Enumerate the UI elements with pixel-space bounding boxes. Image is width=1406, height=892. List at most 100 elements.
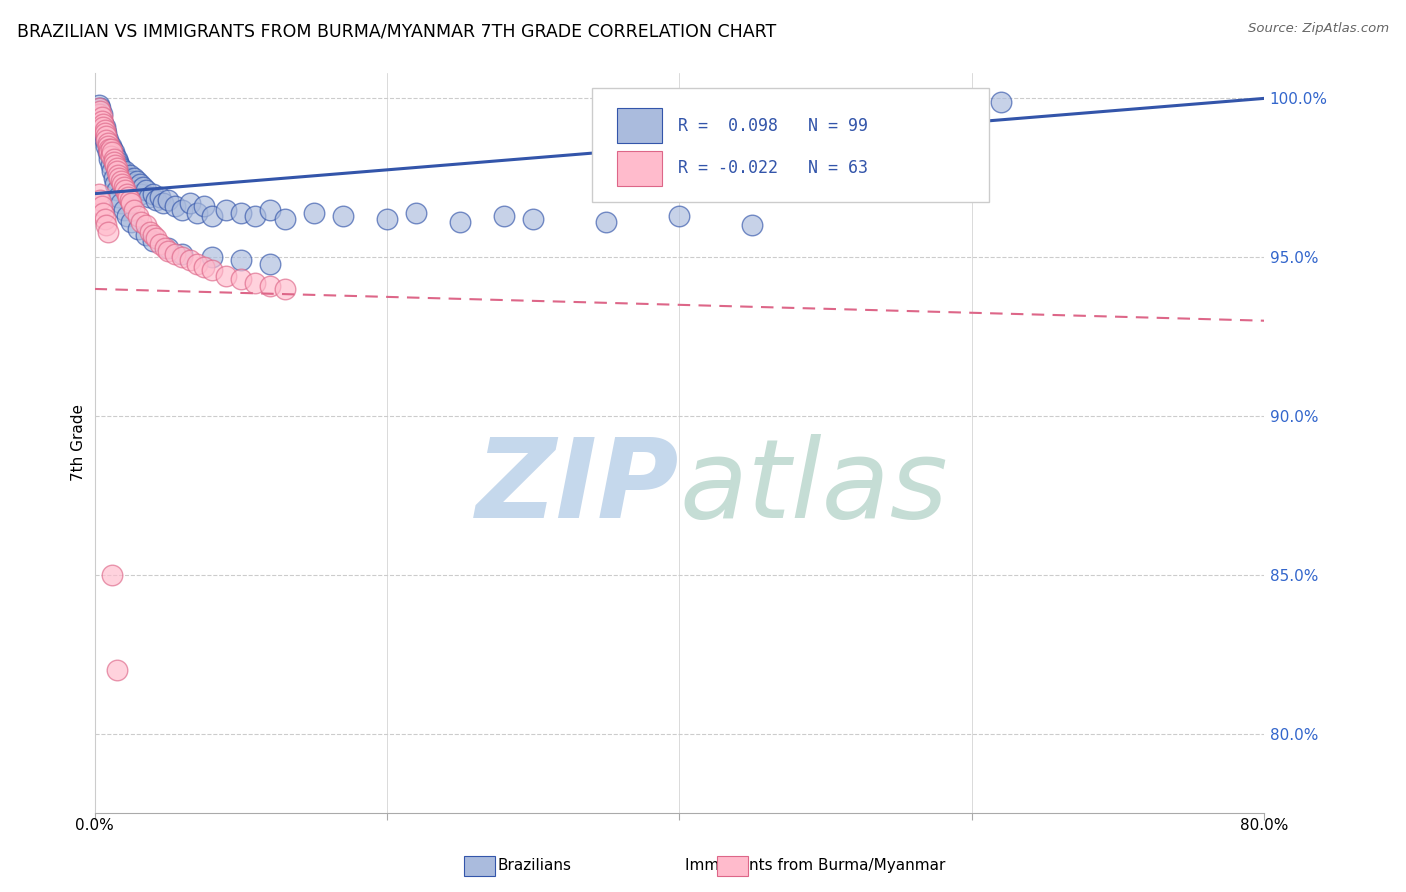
Point [107, 190, 129, 204]
Point [93, 120, 115, 134]
Point [120, 196, 142, 211]
Point [98, 142, 121, 156]
Point [163, 247, 186, 261]
Text: atlas: atlas [679, 434, 948, 541]
Point [94, 133, 117, 147]
Point [138, 190, 160, 204]
Point [87, 101, 110, 115]
Point [97, 136, 120, 150]
Point [103, 170, 125, 185]
Point [101, 142, 124, 156]
Point [111, 177, 134, 191]
Point [245, 209, 267, 223]
Point [990, 95, 1012, 109]
FancyBboxPatch shape [617, 151, 662, 186]
Point [115, 209, 138, 223]
Point [89, 101, 111, 115]
Point [112, 202, 135, 217]
FancyBboxPatch shape [592, 87, 990, 202]
Point [172, 247, 194, 261]
Point [94, 123, 117, 137]
Point [103, 145, 125, 160]
Point [104, 148, 127, 162]
Point [98, 145, 121, 160]
Point [112, 168, 135, 182]
Point [90, 113, 112, 128]
Point [105, 161, 128, 176]
Point [96, 219, 118, 233]
Point [96, 133, 118, 147]
Point [108, 170, 131, 185]
Point [259, 278, 281, 293]
Point [89, 193, 111, 207]
Point [120, 215, 142, 229]
Point [108, 158, 131, 172]
Point [122, 202, 145, 217]
Point [87, 111, 110, 125]
Point [107, 155, 129, 169]
Point [104, 158, 127, 172]
Point [172, 202, 194, 217]
Point [135, 219, 157, 233]
Point [145, 231, 167, 245]
Point [105, 164, 128, 178]
Point [215, 269, 238, 284]
Point [186, 256, 208, 270]
Point [259, 256, 281, 270]
Point [97, 145, 120, 160]
Point [449, 215, 471, 229]
Point [87, 104, 110, 119]
Point [332, 209, 354, 223]
Point [145, 193, 167, 207]
Point [117, 174, 139, 188]
Point [100, 139, 122, 153]
Point [105, 184, 128, 198]
Point [101, 164, 124, 178]
Point [131, 186, 153, 201]
Point [375, 212, 398, 227]
Point [127, 184, 149, 198]
Point [103, 152, 125, 166]
Point [97, 139, 120, 153]
Point [90, 111, 112, 125]
Point [97, 136, 120, 150]
Point [105, 152, 128, 166]
Text: 80.0%: 80.0% [1240, 818, 1288, 833]
Point [132, 180, 155, 194]
Point [229, 272, 252, 286]
Point [156, 241, 179, 255]
Y-axis label: 7th Grade: 7th Grade [72, 404, 86, 482]
Point [112, 170, 135, 185]
Point [127, 221, 149, 235]
Point [87, 107, 110, 121]
Text: R = -0.022   N = 63: R = -0.022 N = 63 [678, 160, 868, 178]
Point [93, 126, 115, 140]
Point [105, 663, 128, 677]
Point [229, 253, 252, 268]
Point [98, 142, 121, 156]
Point [179, 253, 201, 268]
Point [107, 168, 129, 182]
Point [492, 209, 515, 223]
Point [142, 186, 165, 201]
Point [142, 227, 165, 242]
Text: ZIP: ZIP [475, 434, 679, 541]
Point [104, 158, 127, 172]
Point [94, 123, 117, 137]
Point [229, 205, 252, 219]
Point [96, 129, 118, 144]
Point [186, 205, 208, 219]
Text: R =  0.098   N = 99: R = 0.098 N = 99 [678, 117, 868, 135]
Point [90, 113, 112, 128]
Point [93, 117, 115, 131]
Point [121, 177, 143, 191]
Point [90, 107, 112, 121]
Point [96, 126, 118, 140]
Point [93, 117, 115, 131]
Point [153, 241, 176, 255]
Point [122, 170, 145, 185]
Point [111, 164, 134, 178]
Point [115, 170, 138, 185]
Point [104, 177, 127, 191]
Point [89, 104, 111, 119]
